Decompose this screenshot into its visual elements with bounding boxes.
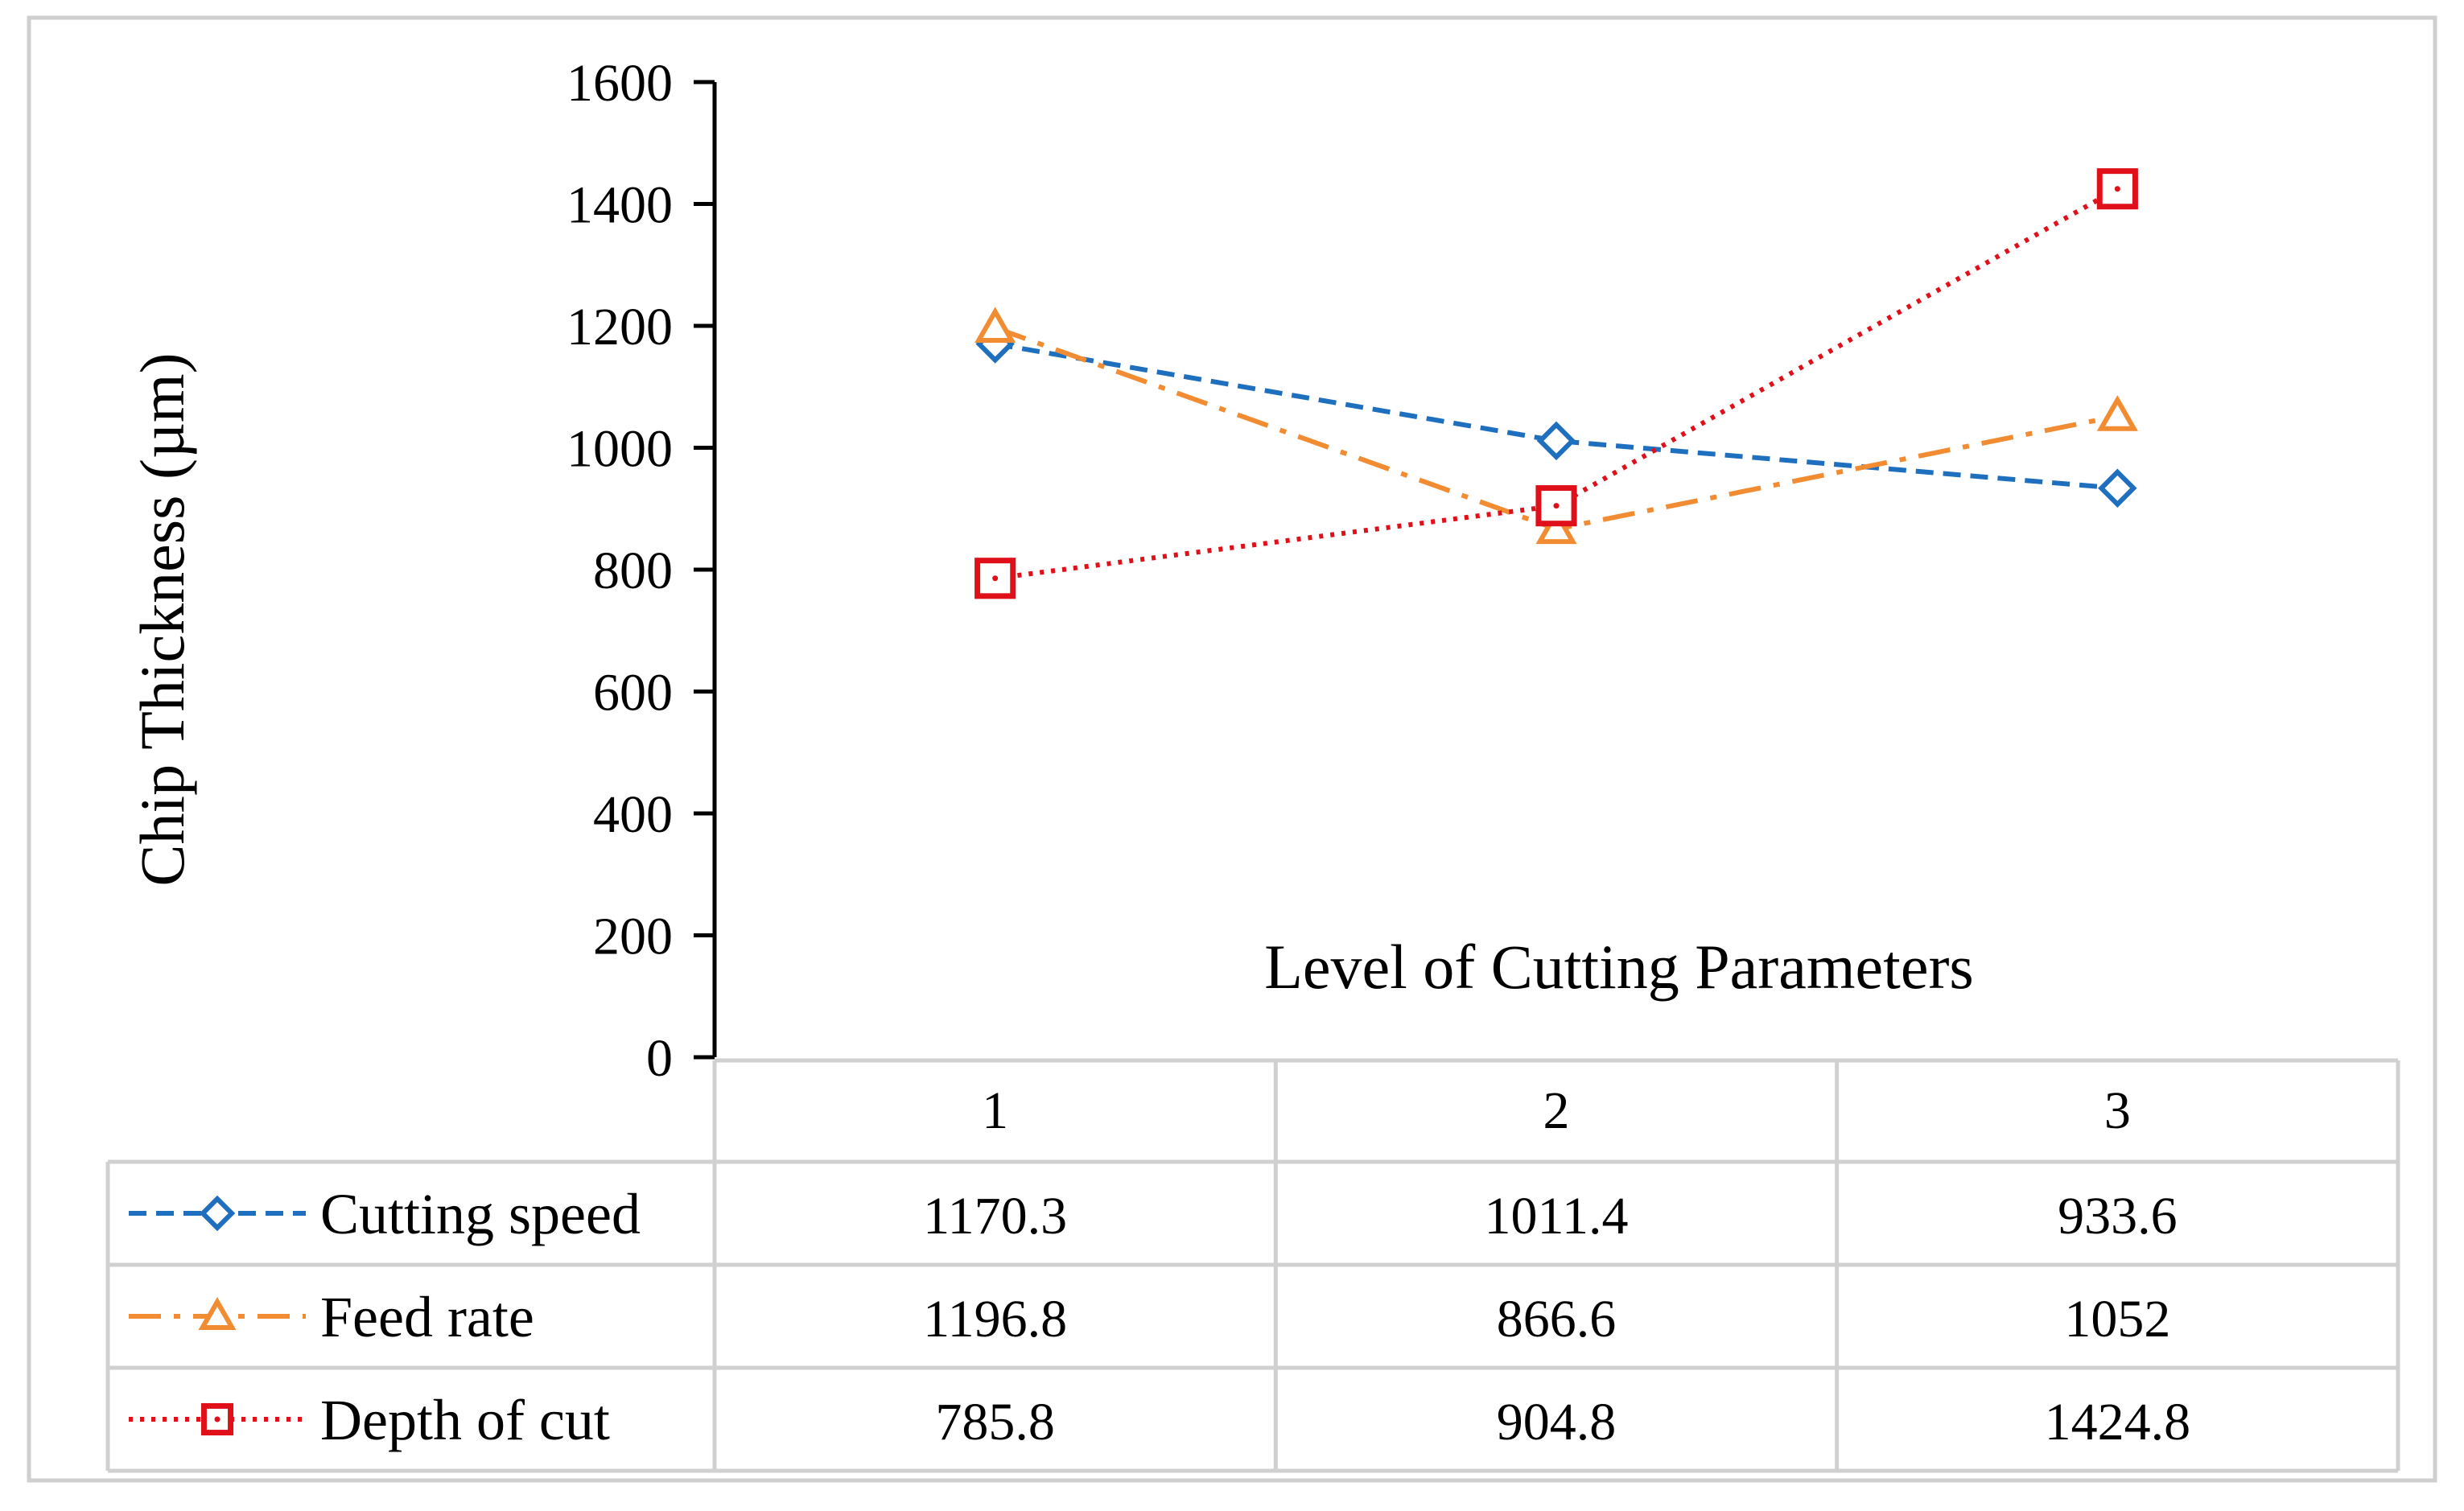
table-cell-value: 785.8 [935,1393,1055,1451]
legend-marker [200,1402,234,1436]
data-point [1536,421,1576,461]
category-label: 1 [982,1081,1008,1140]
legend-marker [199,1195,236,1232]
marker-center-dot [992,575,999,582]
legend-label: Depth of cut [320,1388,610,1452]
x-axis-title: Level of Cutting Parameters [1264,932,1974,1002]
y-axis: 0 200 400 600 800 1000 1200 1400 1600 [567,54,717,1088]
table-cell-value: 904.8 [1497,1393,1617,1451]
data-table: 1 2 3 Cutting speed 1170.3 1011.4 933.6 Feed ra… [129,1081,2190,1452]
y-tick-label: 0 [646,1029,673,1088]
y-tick-label: 800 [593,541,673,600]
legend-label: Feed rate [320,1285,534,1349]
table-cell-value: 1196.8 [923,1290,1067,1348]
data-point [974,307,1016,344]
data-point [2098,468,2137,508]
y-tick-label: 1600 [567,54,673,113]
y-tick-label: 1400 [567,176,673,235]
table-cell-value: 1011.4 [1484,1187,1628,1245]
series-line [995,341,2118,491]
marker-center-dot [1553,503,1560,509]
table-cell-value: 1052 [2064,1290,2170,1348]
legend-label: Cutting speed [320,1182,641,1246]
table-cell-value: 1170.3 [923,1187,1067,1245]
series-lines [974,168,2138,599]
y-tick-label: 1000 [567,420,673,479]
y-tick-label: 400 [593,785,673,844]
marker-center-dot [2114,186,2120,192]
table-cell-value: 933.6 [2058,1187,2178,1245]
y-axis-title: Chip Thickness (µm) [127,352,197,886]
data-point [2096,168,2138,210]
y-tick-label: 600 [593,664,673,723]
data-point [1535,508,1577,545]
table-cell-value: 866.6 [1497,1290,1617,1348]
chart-frame [27,15,2437,1483]
y-tick-label: 200 [593,908,673,966]
category-label: 3 [2104,1081,2131,1140]
legend-marker [198,1296,237,1331]
y-tick-label: 1200 [567,298,673,356]
table-cell-value: 1424.8 [2045,1393,2191,1451]
data-point [2096,395,2138,431]
marker-center-dot [214,1416,220,1422]
category-label: 2 [1543,1081,1570,1140]
table-grid [105,1058,2400,1473]
